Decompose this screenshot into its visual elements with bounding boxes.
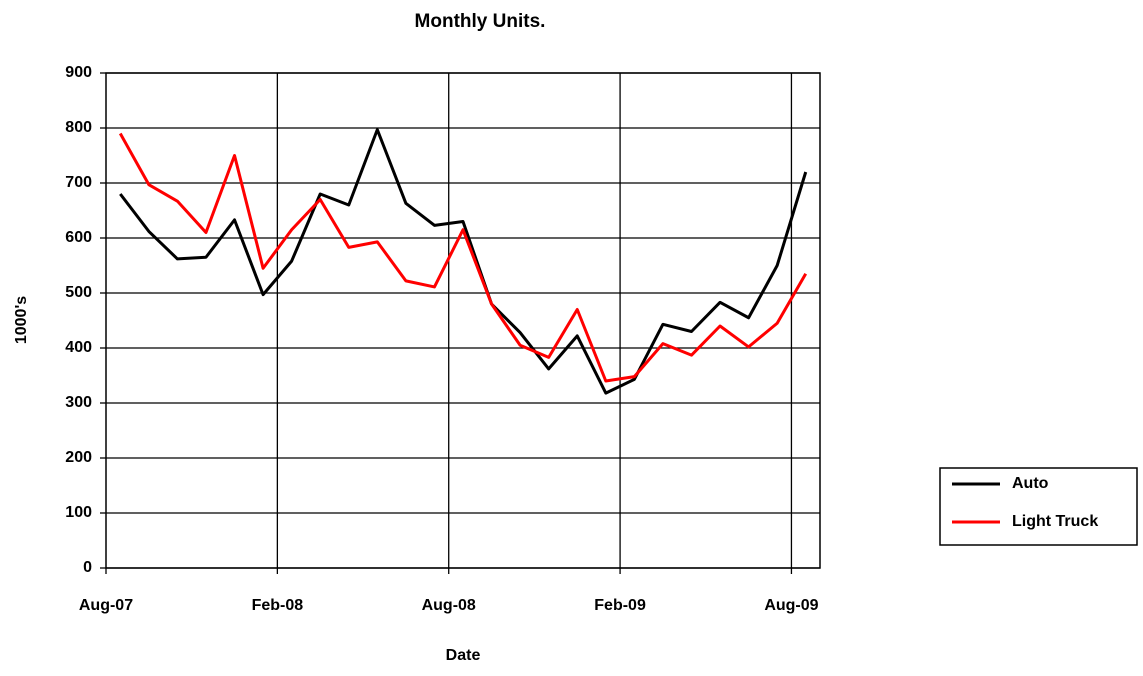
chart-title: Monthly Units. (415, 11, 546, 32)
x-tick-label: Feb-09 (594, 597, 646, 614)
y-tick-label: 200 (65, 449, 92, 466)
y-tick-label: 500 (65, 284, 92, 301)
plot-frame (105, 72, 821, 569)
line-series (118, 132, 808, 383)
y-tick-label: 700 (65, 174, 92, 191)
y-tick-label: 800 (65, 119, 92, 136)
x-tick-label: Feb-08 (252, 597, 304, 614)
y-axis-label: 1000's (13, 296, 30, 344)
y-tick-label: 100 (65, 504, 92, 521)
x-axis-label: Date (446, 647, 481, 664)
legend-label: Auto (1012, 475, 1049, 492)
y-tick-label: 600 (65, 229, 92, 246)
y-tick-label: 0 (83, 559, 92, 576)
y-tick-label: 300 (65, 394, 92, 411)
x-tick-label: Aug-07 (79, 597, 133, 614)
legend-box (939, 467, 1138, 546)
y-tick-label: 400 (65, 339, 92, 356)
x-tick-label: Aug-08 (422, 597, 476, 614)
y-tick-label: 900 (65, 64, 92, 81)
legend-label: Light Truck (1012, 513, 1098, 530)
x-tick-label: Aug-09 (764, 597, 818, 614)
line-series (119, 128, 808, 395)
